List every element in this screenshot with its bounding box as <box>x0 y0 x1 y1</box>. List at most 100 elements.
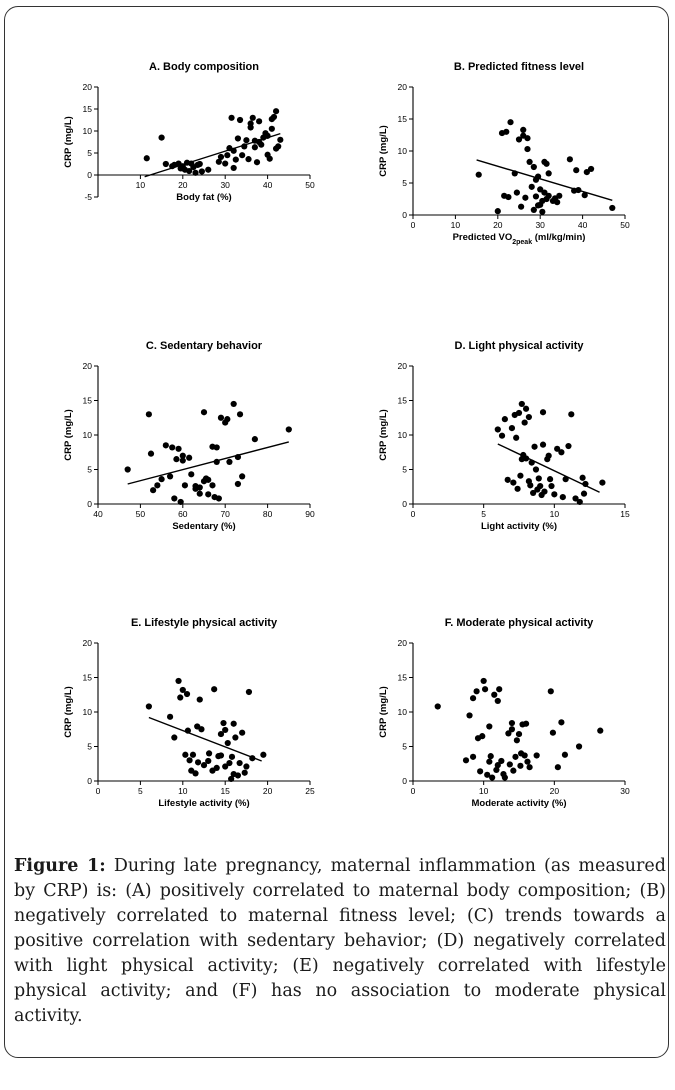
data-point <box>217 752 225 759</box>
data-point <box>213 458 220 466</box>
y-tick-label: 0 <box>402 776 407 786</box>
x-tick-label: 25 <box>305 786 315 796</box>
data-point <box>521 419 528 426</box>
data-point <box>572 495 579 502</box>
data-point <box>532 193 540 200</box>
data-point <box>513 189 520 196</box>
data-point <box>526 158 533 165</box>
data-point <box>517 472 524 479</box>
x-tick-label: 0 <box>411 220 416 230</box>
data-point <box>234 772 242 779</box>
data-point <box>162 160 169 168</box>
data-point <box>566 156 573 163</box>
data-point <box>166 473 174 480</box>
chart-panel-a: A. Body composition -5 0 5 10 15 20 10 20 30 40 50 C… <box>63 61 315 203</box>
y-tick-label: 20 <box>83 361 93 371</box>
x-axis-label: Moderate activity (%) <box>471 798 566 809</box>
data-point <box>147 450 155 457</box>
y-tick-label: 5 <box>87 465 92 475</box>
data-point <box>179 452 186 459</box>
x-axis-label: Sedentary (%) <box>172 521 235 532</box>
data-point <box>166 713 174 720</box>
data-point <box>275 143 282 150</box>
chart-title: D. Light physical activity <box>455 340 585 352</box>
x-tick-label: 40 <box>263 180 273 190</box>
data-point <box>183 690 191 698</box>
data-point <box>466 712 473 719</box>
chart-panel-e: E. Lifestyle physical activity 0 5 10 15 20 0 5… <box>63 617 315 809</box>
y-axis-label: CRP (mg/L) <box>378 125 389 177</box>
trend-line <box>148 716 262 762</box>
data-point <box>171 495 178 502</box>
data-point <box>224 152 231 159</box>
data-point <box>205 166 212 173</box>
figure-frame <box>4 6 669 1058</box>
y-tick-label: 10 <box>398 146 408 156</box>
data-point <box>173 456 180 463</box>
x-tick-label: 20 <box>550 786 560 796</box>
y-tick-label: 5 <box>402 742 407 752</box>
y-tick-label: 5 <box>87 742 92 752</box>
data-point <box>175 445 182 452</box>
data-point <box>510 767 517 774</box>
y-tick-label: 10 <box>398 430 408 440</box>
data-point <box>270 113 278 121</box>
data-point <box>505 193 512 201</box>
y-tick-label: 20 <box>83 82 93 92</box>
data-point <box>575 743 583 750</box>
data-point <box>505 730 512 737</box>
x-tick-label: 5 <box>138 786 143 796</box>
data-point <box>515 136 523 143</box>
data-point <box>541 189 548 196</box>
data-point <box>494 426 501 433</box>
data-point <box>524 135 531 142</box>
data-point <box>258 141 265 148</box>
x-tick-label: 10 <box>451 220 461 230</box>
data-point <box>496 686 503 693</box>
x-tick-label: 15 <box>220 786 230 796</box>
y-tick-label: 15 <box>83 104 93 114</box>
x-tick-label: 10 <box>479 786 489 796</box>
data-point <box>599 479 606 486</box>
data-point <box>179 457 186 464</box>
y-tick-label: 20 <box>398 638 408 648</box>
y-tick-label: 5 <box>402 178 407 188</box>
y-tick-label: -5 <box>84 192 92 202</box>
data-point <box>249 114 256 121</box>
data-point <box>512 753 519 760</box>
y-tick-label: 0 <box>402 210 407 220</box>
data-point <box>228 775 235 783</box>
data-point <box>573 167 580 174</box>
y-axis-label: CRP (mg/L) <box>378 686 389 738</box>
data-point <box>196 160 203 168</box>
data-point <box>266 155 273 162</box>
data-point <box>528 459 535 466</box>
x-tick-label: 20 <box>178 180 188 190</box>
data-point <box>192 770 199 777</box>
data-point <box>462 757 470 764</box>
data-point <box>224 739 231 747</box>
figure-caption: Figure 1: During late pregnancy, materna… <box>14 854 666 1029</box>
data-point <box>253 159 261 166</box>
data-point <box>158 134 165 141</box>
chart-title: C. Sedentary behavior <box>146 340 263 352</box>
data-point <box>198 168 205 175</box>
data-point <box>513 737 520 744</box>
data-point <box>211 686 218 693</box>
data-point <box>143 155 150 162</box>
data-point <box>205 491 212 498</box>
data-point <box>241 143 248 150</box>
data-point <box>268 125 275 132</box>
data-point <box>522 720 530 727</box>
data-point <box>530 489 537 497</box>
x-tick-label: 50 <box>620 220 630 230</box>
data-point <box>194 759 202 766</box>
data-point <box>188 471 195 478</box>
data-point <box>545 192 552 199</box>
data-point <box>230 720 237 727</box>
data-point <box>230 400 237 408</box>
data-point <box>186 757 193 764</box>
data-point <box>534 173 542 180</box>
data-point <box>213 764 220 771</box>
y-tick-label: 0 <box>87 499 92 509</box>
